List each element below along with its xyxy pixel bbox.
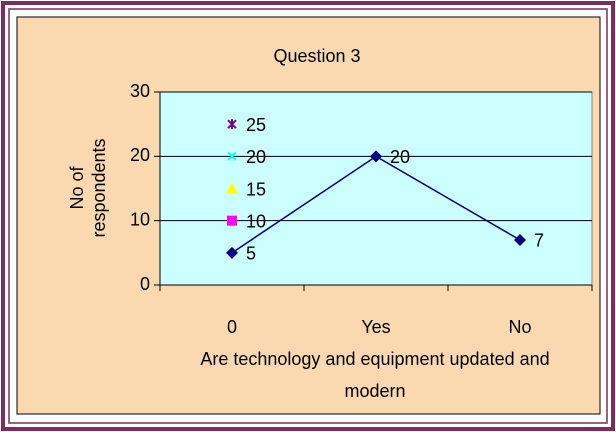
frame-inner	[8, 8, 608, 424]
y-tick-label: 30	[130, 81, 150, 101]
data-label: 10	[246, 211, 266, 231]
x-tick-label: No	[508, 317, 531, 337]
plot-area	[159, 91, 593, 286]
y-axis-label: respondents	[89, 138, 109, 237]
data-label: 20	[390, 147, 410, 167]
x-tick-label: 0	[227, 317, 237, 337]
point	[514, 233, 526, 246]
point	[227, 151, 237, 162]
data-label: 25	[246, 115, 266, 135]
point	[370, 150, 382, 163]
data-label: 7	[534, 231, 544, 251]
y-tick-label: 20	[130, 145, 150, 165]
point	[227, 119, 237, 130]
data-label: 20	[246, 147, 266, 167]
point	[226, 246, 238, 259]
point	[227, 215, 237, 226]
y-tick-label: 0	[140, 274, 150, 294]
point	[226, 182, 238, 194]
y-axis-label: No of	[67, 165, 87, 209]
x-tick-label: Yes	[361, 317, 390, 337]
data-label: 15	[246, 179, 266, 199]
y-tick-label: 10	[130, 209, 150, 229]
chart-title: Question 3	[273, 46, 360, 66]
x-axis-label: modern	[344, 381, 405, 401]
x-axis-label: Are technology and equipment updated and	[200, 349, 549, 369]
data-label: 5	[246, 244, 256, 264]
